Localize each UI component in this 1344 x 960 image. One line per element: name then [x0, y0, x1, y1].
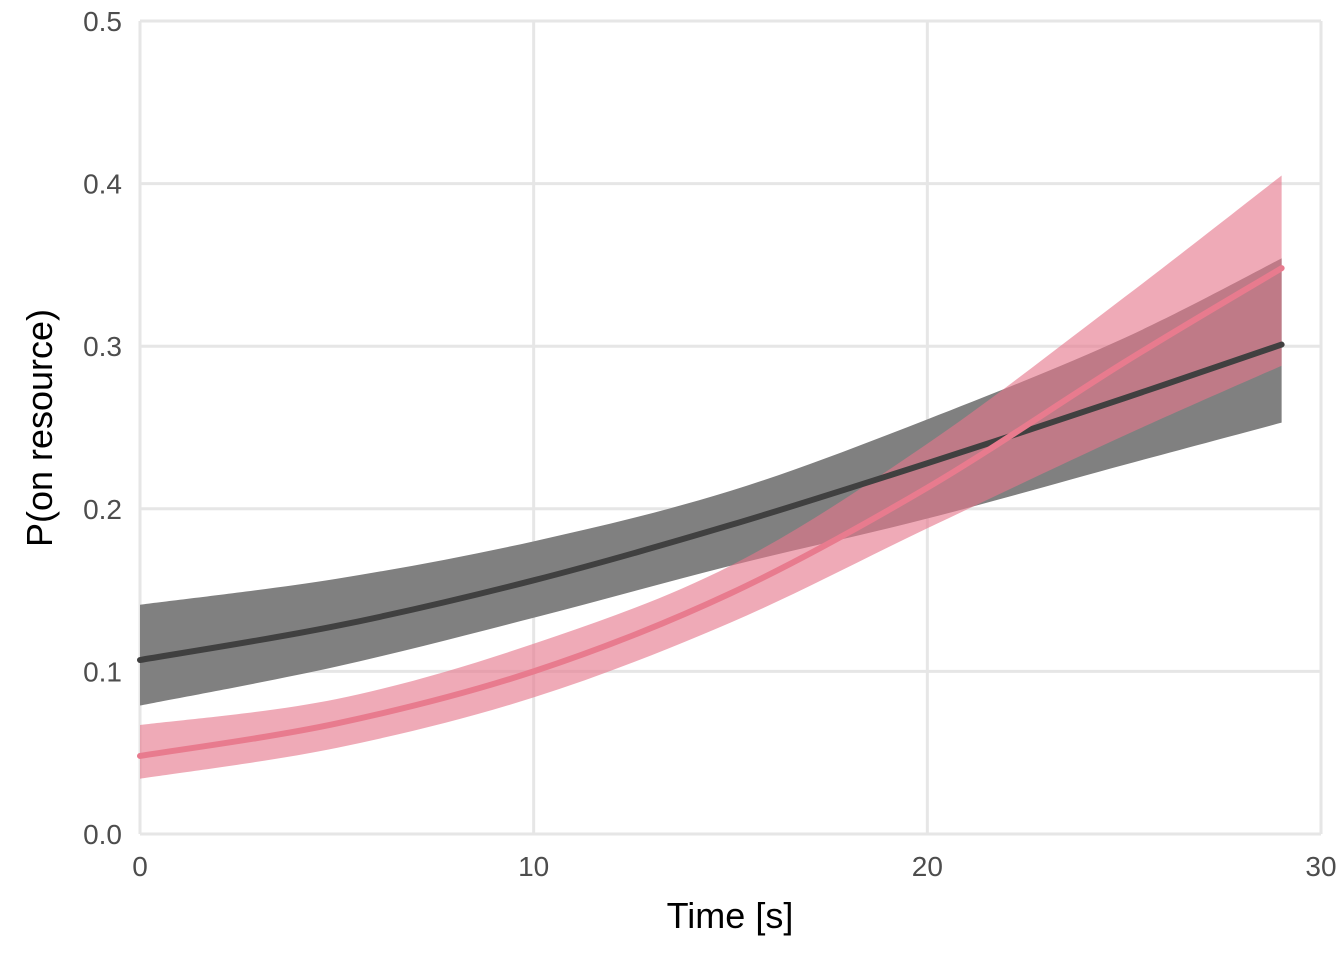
y-tick-label: 0.5 — [83, 6, 122, 37]
series-line-2 — [137, 265, 1285, 759]
y-tick-label: 0.1 — [83, 656, 122, 687]
x-tick-label: 10 — [518, 851, 549, 882]
series-line-1 — [137, 341, 1285, 664]
y-tick-label: 0.0 — [83, 819, 122, 850]
x-tick-label: 30 — [1305, 851, 1336, 882]
grid — [138, 19, 1323, 836]
tick-labels: 0 10 20 30 0.0 0.1 0.2 0.3 0.4 0.5 — [83, 6, 1337, 882]
confidence-band-series-1 — [140, 258, 1282, 706]
y-tick-label: 0.4 — [83, 169, 122, 200]
series-lines — [137, 265, 1285, 759]
y-axis-title: P(on resource) — [19, 309, 60, 547]
x-tick-label: 0 — [132, 851, 148, 882]
x-tick-label: 20 — [912, 851, 943, 882]
y-tick-label: 0.2 — [83, 494, 122, 525]
x-axis-title: Time [s] — [667, 895, 794, 936]
confidence-band-series-2 — [140, 175, 1282, 779]
confidence-bands — [140, 175, 1282, 779]
y-tick-label: 0.3 — [83, 331, 122, 362]
